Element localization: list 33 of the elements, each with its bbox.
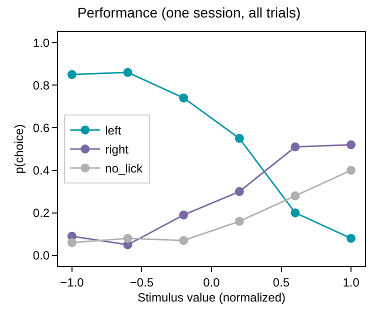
point (234, 134, 244, 143)
legend-label: left (105, 124, 122, 138)
y-axis-title: p(choice) (12, 124, 26, 174)
x-tick-label: 0.0 (203, 275, 220, 290)
point (290, 208, 300, 218)
y-tick-label: 0.2 (32, 206, 50, 220)
legend-label: no_lick (105, 162, 144, 176)
point (234, 187, 244, 196)
y-tick-label: 0.8 (32, 78, 50, 92)
legend-label: right (105, 142, 130, 157)
y-tick-label: 0.6 (32, 120, 50, 135)
point (234, 216, 244, 226)
point (179, 210, 188, 220)
chart-title: Performance (one session, all trials) (77, 4, 301, 21)
point (179, 93, 188, 102)
x-axis-title: Stimulus value (normalized) (137, 290, 286, 304)
y-tick-label: 1.0 (32, 36, 50, 50)
x-tick-label: 1.0 (342, 275, 360, 290)
x-tick-label: −1.0 (60, 275, 84, 290)
point (123, 68, 132, 77)
point (346, 140, 356, 150)
x-tick-label: 0.5 (272, 275, 290, 290)
point (123, 234, 132, 243)
point (346, 234, 356, 243)
point (290, 142, 300, 152)
point (346, 166, 356, 175)
y-tick-label: 0.4 (32, 163, 50, 178)
y-tick-label: 0.0 (32, 248, 50, 263)
point (290, 191, 300, 200)
x-tick-label: −0.5 (130, 275, 154, 290)
point (67, 70, 76, 80)
point (179, 236, 188, 245)
point (67, 238, 76, 248)
